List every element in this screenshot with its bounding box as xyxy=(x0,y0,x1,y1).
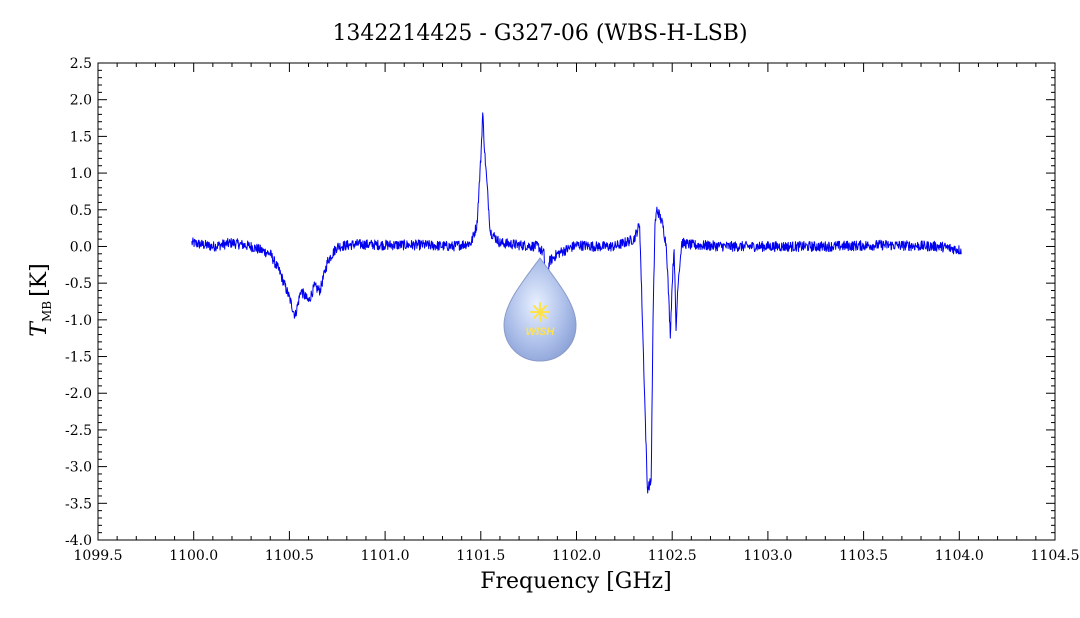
y-axis-title-sub: MB xyxy=(40,301,54,322)
chart-title: 1342214425 - G327-06 (WBS-H-LSB) xyxy=(332,21,747,46)
y-tick-label: 0.0 xyxy=(70,239,92,255)
y-tick-label: -3.5 xyxy=(65,496,92,512)
wish-logo: WISH xyxy=(503,257,577,362)
y-tick-label: 2.0 xyxy=(70,93,92,109)
x-tick-label: 1099.5 xyxy=(74,548,123,564)
y-tick-label: -4.0 xyxy=(65,533,92,549)
plot-frame xyxy=(97,62,1056,541)
y-axis-title: TMB [K] xyxy=(27,263,54,336)
y-axis-title-unit: [K] xyxy=(27,263,52,297)
y-tick-label: 1.0 xyxy=(70,166,92,182)
plot-area: 1099.5 1100.0 1100.5 1101.0 1101.5 1102.0 1102… xyxy=(65,56,1080,564)
y-tick-label: -2.0 xyxy=(65,386,92,402)
x-axis-tick-labels: 1099.5 1100.0 1100.5 1101.0 1101.5 1102.0 1102… xyxy=(74,548,1080,564)
y-axis-tick-labels: 2.5 2.0 1.5 1.0 0.5 0.0 -0.5 -1.0 -1.5 -2.0 -2.5 -3… xyxy=(65,56,92,549)
x-tick-label: 1100.5 xyxy=(265,548,314,564)
x-tick-label: 1103.0 xyxy=(743,548,792,564)
x-axis-ticks xyxy=(97,63,1056,540)
logo-text: WISH xyxy=(526,326,556,338)
x-tick-label: 1104.5 xyxy=(1031,548,1080,564)
y-tick-label: 2.5 xyxy=(70,56,92,72)
svg-text:TMB[K]: TMB [K] xyxy=(27,263,54,336)
y-tick-label: 1.5 xyxy=(70,129,92,145)
x-tick-label: 1102.0 xyxy=(552,548,601,564)
x-tick-label: 1104.0 xyxy=(935,548,984,564)
y-tick-label: -0.5 xyxy=(65,276,92,292)
y-tick-label: -1.5 xyxy=(65,350,92,366)
y-tick-label: 0.5 xyxy=(70,203,92,219)
y-axis-title-main: T xyxy=(27,320,52,337)
x-tick-label: 1102.5 xyxy=(648,548,697,564)
y-axis-ticks xyxy=(98,62,1055,541)
x-tick-label: 1100.0 xyxy=(169,548,218,564)
x-tick-label: 1101.0 xyxy=(361,548,410,564)
spectrum-series-line xyxy=(191,112,962,494)
x-tick-label: 1101.5 xyxy=(456,548,505,564)
y-tick-label: -3.0 xyxy=(65,460,92,476)
star-icon xyxy=(530,302,550,322)
y-tick-label: -1.0 xyxy=(65,313,92,329)
y-tick-label: -2.5 xyxy=(65,423,92,439)
x-tick-label: 1103.5 xyxy=(839,548,888,564)
x-axis-title: Frequency [GHz] xyxy=(480,569,672,594)
